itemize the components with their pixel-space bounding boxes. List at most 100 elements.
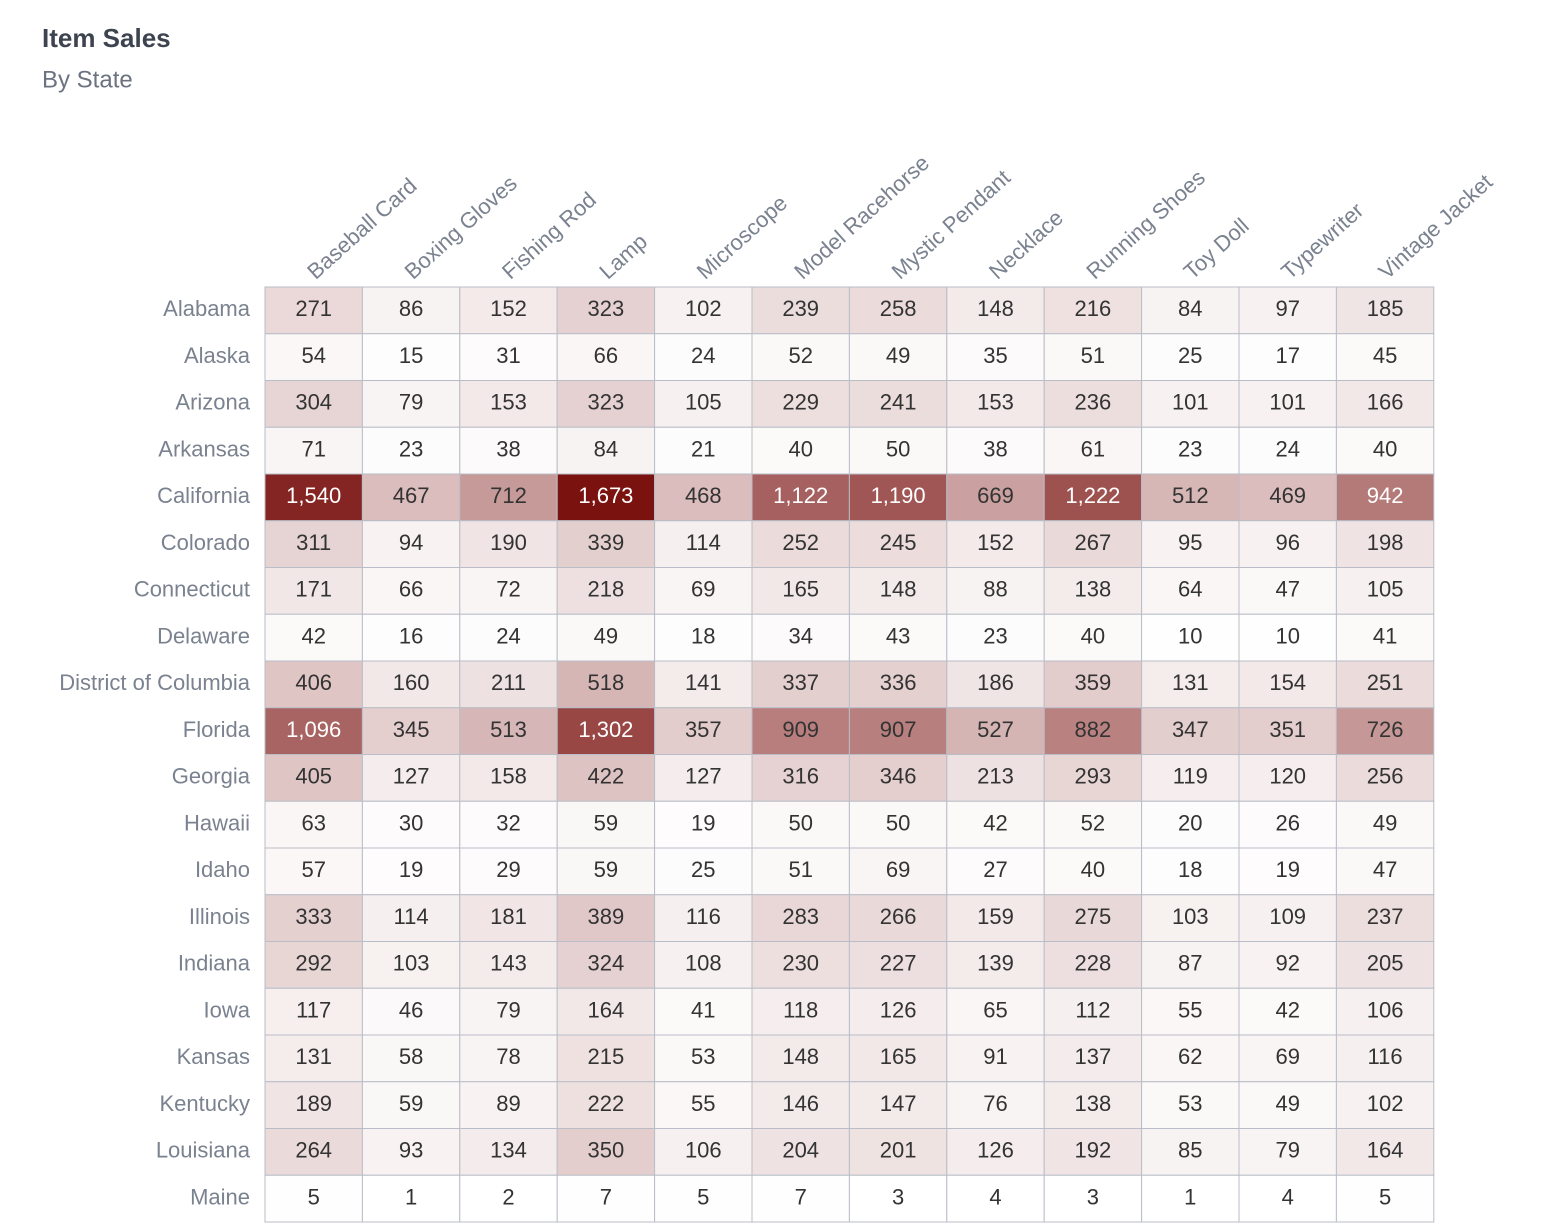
heat-cell	[264, 894, 363, 942]
cell-value: 69	[691, 577, 715, 602]
cell-value: 186	[977, 670, 1014, 695]
cell-value: 34	[788, 623, 812, 648]
cell-value: 251	[1367, 670, 1404, 695]
row-label: Arkansas	[158, 436, 250, 461]
heat-cell	[1238, 1128, 1337, 1176]
cell-value: 185	[1367, 296, 1404, 321]
cell-value: 23	[1178, 436, 1202, 461]
heat-cell	[1335, 333, 1435, 381]
cell-value: 1,190	[871, 483, 926, 508]
cell-value: 1,540	[286, 483, 341, 508]
cell-value: 18	[691, 623, 715, 648]
cell-value: 112	[1075, 997, 1110, 1022]
cell-value: 143	[490, 951, 527, 976]
cell-value: 101	[1269, 390, 1306, 415]
cell-value: 165	[782, 577, 819, 602]
cell-value: 1,096	[286, 717, 341, 742]
heat-cell	[848, 1081, 948, 1129]
cell-value: 712	[490, 483, 527, 508]
cell-value: 211	[491, 670, 526, 695]
column-label: Necklace	[984, 205, 1068, 284]
heat-cell	[556, 941, 656, 989]
cell-value: 153	[977, 390, 1014, 415]
cell-value: 267	[1075, 530, 1112, 555]
heat-cell	[946, 800, 1045, 849]
cell-value: 351	[1269, 717, 1306, 742]
cell-value: 51	[788, 857, 812, 882]
cell-value: 101	[1172, 390, 1209, 415]
cell-value: 147	[880, 1091, 917, 1116]
heat-cell	[264, 987, 363, 1036]
cell-value: 422	[588, 764, 625, 789]
cell-value: 283	[782, 904, 819, 929]
chart-title: Item Sales	[42, 23, 171, 53]
cell-value: 154	[1269, 670, 1306, 695]
heat-cell	[361, 473, 461, 522]
heat-cell	[1043, 1034, 1143, 1083]
cell-value: 40	[1081, 623, 1105, 648]
cell-value: 1	[405, 1184, 417, 1209]
cell-value: 909	[782, 717, 819, 742]
heat-cell	[1141, 613, 1240, 662]
cell-value: 239	[782, 296, 819, 321]
cell-value: 40	[788, 436, 812, 461]
heat-cell	[1043, 800, 1143, 849]
heat-cell	[946, 520, 1045, 568]
cell-value: 116	[1368, 1044, 1403, 1069]
heat-cell	[1043, 613, 1143, 662]
cell-value: 103	[1172, 904, 1209, 929]
heat-cell	[361, 1034, 461, 1083]
heat-cell	[751, 754, 850, 802]
row-label: Delaware	[157, 623, 250, 648]
cell-value: 47	[1275, 577, 1299, 602]
column-label: Fishing Rod	[497, 187, 601, 284]
row-label: Indiana	[178, 951, 251, 976]
cell-value: 293	[1075, 764, 1112, 789]
heat-cell	[946, 847, 1045, 896]
cell-value: 148	[880, 577, 917, 602]
cell-value: 357	[685, 717, 722, 742]
cell-value: 105	[1367, 577, 1404, 602]
column-label: Toy Doll	[1179, 213, 1254, 284]
heat-cell	[459, 473, 558, 522]
cell-value: 468	[685, 483, 722, 508]
cell-value: 3	[892, 1184, 904, 1209]
heat-cell	[654, 333, 753, 381]
cell-value: 59	[399, 1091, 423, 1116]
cell-value: 258	[880, 296, 917, 321]
cell-value: 726	[1367, 717, 1404, 742]
heat-cell	[1043, 286, 1143, 335]
heat-cell	[1238, 1174, 1337, 1223]
column-label: Vintage Jacket	[1374, 169, 1498, 284]
cell-value: 93	[399, 1138, 423, 1163]
cell-value: 152	[490, 296, 527, 321]
cell-value: 63	[301, 810, 325, 835]
heat-cell	[264, 333, 363, 381]
heat-cell	[1043, 1174, 1143, 1223]
column-label: Typewriter	[1276, 198, 1368, 284]
cell-value: 164	[1367, 1138, 1404, 1163]
cell-value: 89	[496, 1091, 520, 1116]
cell-value: 228	[1075, 951, 1112, 976]
heat-cell	[1238, 754, 1337, 802]
heat-cell	[264, 286, 363, 335]
cell-value: 127	[685, 764, 722, 789]
cell-value: 24	[1275, 436, 1299, 461]
heat-cell	[848, 613, 948, 662]
cell-value: 30	[399, 810, 423, 835]
heat-cell	[946, 894, 1045, 942]
cell-value: 25	[1178, 343, 1202, 368]
cell-value: 192	[1075, 1138, 1112, 1163]
row-label: Georgia	[172, 764, 251, 789]
heat-cell	[654, 520, 753, 568]
heat-cell	[556, 754, 656, 802]
heat-cell	[1335, 286, 1435, 335]
cell-value: 42	[1275, 997, 1299, 1022]
heat-cell	[1043, 847, 1143, 896]
heat-cell	[751, 380, 850, 428]
heat-cell	[654, 1128, 753, 1176]
cell-value: 84	[1178, 296, 1202, 321]
cell-value: 159	[977, 904, 1014, 929]
cell-value: 513	[490, 717, 527, 742]
cell-value: 131	[295, 1044, 332, 1069]
